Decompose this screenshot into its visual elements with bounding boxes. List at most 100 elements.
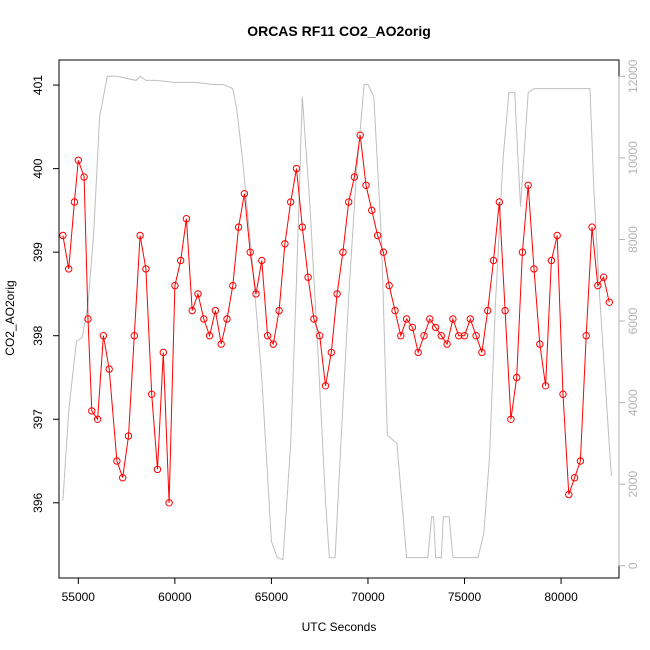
co2-point (223, 315, 231, 323)
co2-point (310, 315, 318, 323)
co2-point (582, 332, 590, 340)
y-tick-label: 398 (31, 325, 45, 345)
y-tick-label: 399 (31, 242, 45, 262)
co2-point (124, 432, 133, 440)
co2-point (426, 315, 434, 323)
co2-point (391, 306, 399, 315)
co2-point (599, 273, 608, 281)
co2-point (113, 457, 121, 465)
co2-point (513, 373, 521, 382)
y-axis-label: CO2_AO2orig (3, 280, 17, 355)
y-tick-label: 401 (31, 75, 45, 95)
co2-point (258, 256, 266, 265)
co2-point (281, 240, 289, 248)
y-axis: 396 397 398 399 400 401 (31, 75, 60, 513)
co2-point (142, 265, 150, 273)
y2-tick-label: 12000 (626, 59, 640, 93)
x-tick-label: 80000 (544, 590, 578, 604)
co2-point (402, 315, 411, 323)
co2-point (65, 265, 73, 273)
co2-point (565, 490, 573, 499)
co2-point (443, 340, 451, 348)
co2-point (484, 306, 492, 315)
co2-point (379, 248, 388, 256)
co2-point (449, 315, 457, 323)
co2-series-line (62, 135, 610, 503)
co2-point (165, 499, 173, 507)
co2-point (80, 173, 88, 181)
co2-point (594, 281, 602, 290)
co2-point (130, 332, 139, 340)
co2-point (177, 256, 185, 265)
y-tick-label: 397 (31, 409, 45, 429)
y2-tick-label: 0 (626, 562, 640, 569)
co2-point (205, 332, 214, 340)
co2-point (194, 290, 202, 298)
y-tick-label: 396 (31, 492, 45, 512)
co2-point (576, 457, 585, 465)
co2-point (304, 273, 312, 281)
co2-point (74, 156, 83, 165)
y2-axis: 0 2000 4000 6000 8000 10000 12000 (618, 59, 640, 569)
co2-point (455, 332, 463, 340)
co2-point (472, 332, 480, 340)
co2-point (547, 256, 556, 265)
co2-point (84, 315, 92, 323)
plot-frame (58, 59, 620, 579)
x-tick-label: 55000 (62, 590, 96, 604)
y2-tick-label: 2000 (626, 471, 640, 498)
altitude-series (62, 75, 612, 561)
co2-point (88, 407, 96, 415)
co2-point (59, 231, 67, 240)
x-tick-label: 60000 (158, 590, 192, 604)
co2-point (252, 290, 260, 298)
co2-point (263, 332, 272, 340)
co2-point (148, 390, 156, 398)
co2-point (605, 298, 613, 306)
co2-point (246, 248, 254, 256)
co2-point (229, 281, 237, 290)
co2-point (570, 474, 579, 482)
co2-point (559, 390, 567, 398)
co2-point (153, 465, 162, 474)
co2-point (333, 290, 341, 298)
co2-point (119, 474, 127, 482)
co2-point (478, 348, 486, 357)
co2-point (240, 190, 249, 198)
altitude-line (62, 75, 612, 561)
co2-point (489, 256, 498, 265)
co2-point (553, 231, 561, 240)
co2-point (269, 340, 277, 348)
y2-tick-label: 4000 (626, 389, 640, 416)
co2-point (385, 281, 393, 290)
co2-point (99, 332, 108, 340)
co2-point (345, 198, 353, 206)
x-tick-label: 65000 (255, 590, 289, 604)
co2-point (495, 198, 503, 206)
co2-line (62, 135, 610, 503)
co2-point (171, 281, 179, 290)
co2-point (234, 223, 243, 231)
co2-point (70, 198, 79, 206)
co2-point (200, 315, 208, 323)
co2-point (420, 332, 428, 340)
co2-point (292, 164, 301, 173)
x-axis: 55000 60000 65000 70000 75000 80000 (62, 577, 578, 604)
co2-point (397, 332, 405, 340)
co2-point (105, 365, 113, 373)
co2-point (524, 181, 532, 190)
co2-point (217, 340, 225, 348)
co2-point (588, 223, 596, 231)
co2-point (530, 265, 538, 273)
x-tick-label: 75000 (448, 590, 482, 604)
co2-point (182, 215, 191, 223)
co2-point (298, 223, 306, 231)
co2-point (316, 332, 324, 340)
co2-point (408, 323, 417, 332)
co2-point (437, 332, 445, 340)
co2-point (362, 181, 370, 190)
co2-point (501, 306, 509, 315)
co2-point (518, 248, 527, 256)
co2-point (460, 332, 469, 340)
